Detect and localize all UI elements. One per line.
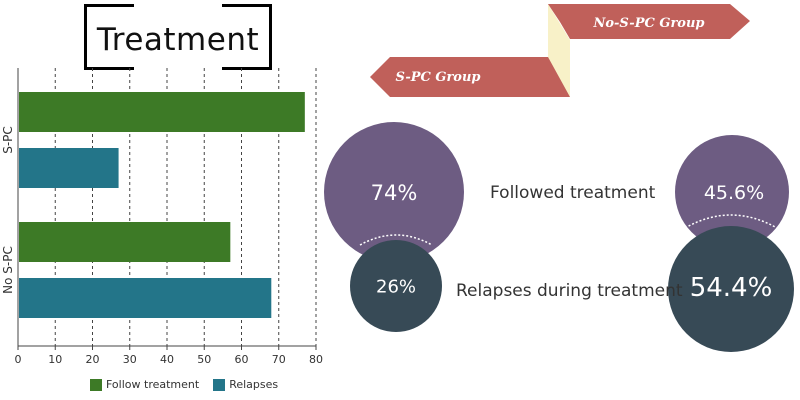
spc-divider [359,234,433,246]
category-label-s-pc: S-PC [1,126,15,154]
legend-label-relapses: Relapses [229,378,279,391]
spc-followed-value: 74% [370,181,418,205]
group-banners: No-S-PC Group S-PC Group [370,4,750,97]
chart-title-frame: Treatment [84,4,272,70]
legend-label-follow: Follow treatment [106,378,200,391]
relapses-during-treatment-label: Relapses during treatment [456,281,683,301]
category-label-no-s-pc: No S-PC [1,246,15,294]
bar-no-s-pc-relapses [19,278,272,318]
x-tick-label-80: 80 [309,353,323,366]
bar-chart: 0 10 20 30 40 50 60 70 80 S-PC No S-PC [1,68,323,366]
legend-item-follow: Follow treatment [90,378,199,391]
chart-title: Treatment [96,22,260,58]
banner-nospc-ribbon [548,4,750,39]
spc-followed-circle [324,122,464,262]
banner-spc-label: S-PC Group [395,70,480,85]
legend-swatch-follow [90,378,102,391]
title-bracket-left [84,4,134,70]
followed-treatment-label: Followed treatment [490,183,656,203]
x-tick-label-30: 30 [123,353,137,366]
x-tick-label-20: 20 [86,353,100,366]
banner-spc-ribbon [370,57,570,97]
spc-relapses-circle [350,240,442,332]
title-bracket-right [222,4,272,70]
x-tick-label-40: 40 [160,353,174,366]
nospc-relapses-value: 54.4% [689,273,773,303]
spc-relapses-value: 26% [375,276,417,298]
nospc-followed-value: 45.6% [703,182,765,204]
x-tick-label-10: 10 [48,353,62,366]
nospc-relapses-circle [668,226,794,352]
x-tick-label-70: 70 [272,353,286,366]
x-tick-label-0: 0 [15,353,22,366]
legend-item-relapses: Relapses [213,378,278,391]
chart-legend: Follow treatment Relapses [90,378,278,391]
bar-no-s-pc-follow [19,222,231,262]
banner-nospc-fold [548,4,570,97]
x-tick-label-50: 50 [197,353,211,366]
bar-s-pc-follow [19,92,305,132]
banner-nospc-label: No-S-PC Group [592,16,704,31]
x-tick-label-60: 60 [235,353,249,366]
nospc-divider [684,214,778,229]
nospc-followed-circle [675,135,789,249]
legend-swatch-relapses [213,378,226,391]
bar-s-pc-relapses [19,148,119,188]
